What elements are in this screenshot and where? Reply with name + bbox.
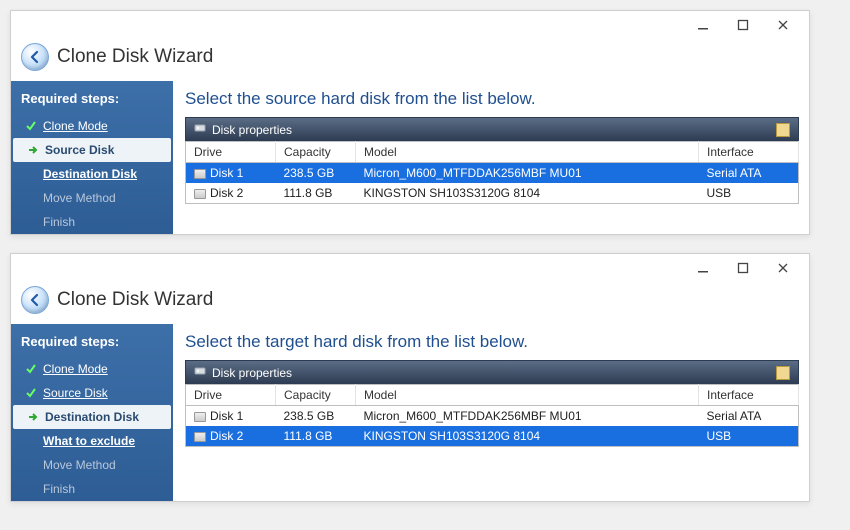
panel-header: Disk properties [185,117,799,141]
sidebar-step-label: Move Method [43,191,116,205]
sidebar-step-5[interactable]: Finish [11,477,173,501]
step-placeholder-icon [25,435,37,447]
disk-properties-icon [194,365,206,380]
sidebar-heading: Required steps: [11,328,173,357]
back-button[interactable] [21,286,49,314]
drive-icon [194,189,206,199]
panel-options-icon[interactable] [776,366,790,380]
col-header-drive[interactable]: Drive [186,142,276,163]
step-placeholder-icon [25,192,37,204]
titlebar [11,254,809,282]
step-placeholder-icon [25,168,37,180]
minimize-button[interactable] [683,11,723,39]
disk-table: DriveCapacityModelInterface Disk 1 238.5 G… [185,141,799,204]
sidebar-step-label: Move Method [43,458,116,472]
panel-title: Disk properties [212,123,292,137]
drive-name: Disk 2 [210,429,243,443]
window-header: Clone Disk Wizard [11,39,809,81]
wizard-window: Clone Disk Wizard Required steps: Clone Mo… [10,10,810,235]
drive-icon [194,412,206,422]
step-placeholder-icon [25,459,37,471]
col-header-capacity[interactable]: Capacity [276,142,356,163]
disk-properties-icon [194,122,206,137]
sidebar-step-label: Clone Mode [43,119,108,133]
main-panel: Select the source hard disk from the lis… [173,81,809,234]
col-header-drive[interactable]: Drive [186,385,276,406]
sidebar-step-1[interactable]: Source Disk [11,381,173,405]
sidebar-step-label: Destination Disk [45,410,139,424]
close-button[interactable] [763,11,803,39]
sidebar-step-0[interactable]: Clone Mode [11,114,173,138]
drive-capacity: 238.5 GB [276,163,356,184]
panel-options-icon[interactable] [776,123,790,137]
disk-row[interactable]: Disk 2 111.8 GBKINGSTON SH103S3120G 8104U… [186,426,799,447]
sidebar-step-1[interactable]: Source Disk [13,138,171,162]
sidebar-step-2[interactable]: Destination Disk [13,405,171,429]
drive-icon [194,432,206,442]
col-header-interface[interactable]: Interface [699,142,799,163]
check-icon [25,120,37,132]
disk-row[interactable]: Disk 1 238.5 GBMicron_M600_MTFDDAK256MBF … [186,406,799,427]
col-header-model[interactable]: Model [356,142,699,163]
drive-capacity: 111.8 GB [276,426,356,447]
sidebar-step-label: Destination Disk [43,167,137,181]
sidebar-step-4[interactable]: Finish [11,210,173,234]
sidebar-step-label: Finish [43,215,75,229]
drive-interface: Serial ATA [699,406,799,427]
disk-row[interactable]: Disk 1 238.5 GBMicron_M600_MTFDDAK256MBF … [186,163,799,184]
back-button[interactable] [21,43,49,71]
disk-table: DriveCapacityModelInterface Disk 1 238.5 G… [185,384,799,447]
drive-interface: USB [699,426,799,447]
check-icon [25,387,37,399]
sidebar-heading: Required steps: [11,85,173,114]
drive-interface: Serial ATA [699,163,799,184]
minimize-button[interactable] [683,254,723,282]
drive-model: Micron_M600_MTFDDAK256MBF MU01 [356,163,699,184]
check-icon [25,363,37,375]
step-placeholder-icon [25,216,37,228]
titlebar [11,11,809,39]
sidebar-step-label: Clone Mode [43,362,108,376]
sidebar-step-0[interactable]: Clone Mode [11,357,173,381]
instruction-text: Select the target hard disk from the lis… [185,332,799,352]
drive-model: KINGSTON SH103S3120G 8104 [356,183,699,204]
drive-model: KINGSTON SH103S3120G 8104 [356,426,699,447]
col-header-interface[interactable]: Interface [699,385,799,406]
drive-capacity: 111.8 GB [276,183,356,204]
instruction-text: Select the source hard disk from the lis… [185,89,799,109]
sidebar: Required steps: Clone Mode Source Disk Dest… [11,324,173,501]
panel-title: Disk properties [212,366,292,380]
col-header-model[interactable]: Model [356,385,699,406]
drive-model: Micron_M600_MTFDDAK256MBF MU01 [356,406,699,427]
sidebar-step-4[interactable]: Move Method [11,453,173,477]
drive-name: Disk 1 [210,166,243,180]
maximize-button[interactable] [723,11,763,39]
sidebar-step-label: Finish [43,482,75,496]
sidebar-step-label: Source Disk [43,386,108,400]
window-title: Clone Disk Wizard [57,46,213,68]
sidebar-step-2[interactable]: Destination Disk [11,162,173,186]
close-button[interactable] [763,254,803,282]
window-title: Clone Disk Wizard [57,289,213,311]
drive-name: Disk 2 [210,186,243,200]
panel-header: Disk properties [185,360,799,384]
arrow-right-icon [27,411,39,423]
drive-capacity: 238.5 GB [276,406,356,427]
main-panel: Select the target hard disk from the lis… [173,324,809,501]
sidebar-step-3[interactable]: Move Method [11,186,173,210]
col-header-capacity[interactable]: Capacity [276,385,356,406]
step-placeholder-icon [25,483,37,495]
disk-row[interactable]: Disk 2 111.8 GBKINGSTON SH103S3120G 8104U… [186,183,799,204]
drive-interface: USB [699,183,799,204]
drive-icon [194,169,206,179]
maximize-button[interactable] [723,254,763,282]
sidebar-step-label: What to exclude [43,434,135,448]
sidebar-step-label: Source Disk [45,143,114,157]
sidebar: Required steps: Clone Mode Source Disk Dest… [11,81,173,234]
window-header: Clone Disk Wizard [11,282,809,324]
arrow-right-icon [27,144,39,156]
wizard-window: Clone Disk Wizard Required steps: Clone Mo… [10,253,810,502]
drive-name: Disk 1 [210,409,243,423]
sidebar-step-3[interactable]: What to exclude [11,429,173,453]
